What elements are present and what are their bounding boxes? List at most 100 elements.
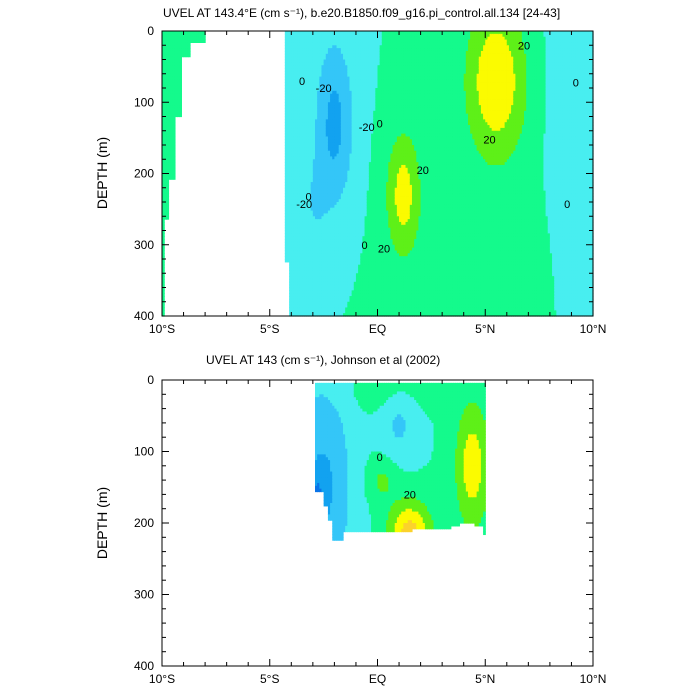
contour-cell: [325, 241, 329, 246]
contour-cell: [198, 39, 202, 43]
contour-cell: [323, 276, 327, 280]
contour-cell: [291, 287, 295, 291]
contour-cell: [360, 187, 364, 192]
contour-cell: [332, 62, 335, 66]
contour-cell: [375, 133, 379, 138]
contour-cell: [379, 90, 383, 95]
contour-cell: [332, 59, 335, 63]
contour-cell: [343, 56, 346, 61]
contour-cell: [327, 119, 331, 123]
contour-cell: [289, 130, 292, 135]
contour-cell: [162, 136, 165, 140]
contour-cell: [306, 88, 310, 92]
contour-cell: [353, 113, 357, 118]
contour-cell: [315, 73, 318, 78]
contour-cell: [297, 187, 301, 192]
contour-cell: [338, 296, 342, 300]
contour-cell: [351, 241, 355, 246]
contour-cell: [360, 310, 364, 314]
contour-cell: [340, 48, 344, 52]
contour-cell: [319, 190, 323, 195]
contour-cell: [177, 48, 180, 52]
contour-cell: [358, 99, 361, 103]
contour-cell: [310, 79, 314, 83]
contour-cell: [345, 93, 348, 98]
contour-cell: [310, 278, 314, 283]
contour-cell: [364, 113, 368, 118]
contour-cell: [286, 93, 290, 98]
contour-cell: [319, 62, 323, 66]
contour-cell: [325, 65, 329, 69]
contour-cell: [302, 73, 305, 78]
contour-cell: [297, 270, 301, 274]
contour-cell: [289, 33, 292, 38]
contour-cell: [293, 93, 297, 98]
contour-cell: [174, 113, 178, 118]
contour-cell: [321, 270, 325, 274]
contour-cell: [358, 145, 361, 149]
contour-cell: [368, 156, 372, 160]
contour-cell: [315, 110, 318, 115]
contour-cell: [319, 193, 323, 197]
contour-cell: [379, 33, 383, 38]
contour-cell: [368, 76, 372, 81]
contour-cell: [317, 50, 320, 55]
contour-cell: [332, 42, 335, 46]
contour-cell: [332, 273, 335, 277]
contour-cell: [364, 70, 368, 75]
contour-cell: [336, 213, 340, 217]
contour-cell: [353, 48, 357, 52]
contour-cell: [293, 207, 297, 212]
contour-cell: [297, 110, 301, 115]
contour-cell: [375, 130, 379, 135]
contour-cell: [286, 202, 290, 206]
contour-cell: [332, 125, 335, 129]
contour-cell: [284, 53, 288, 58]
contour-cell: [338, 182, 342, 186]
contour-cell: [368, 247, 372, 252]
contour-cell: [319, 310, 323, 314]
contour-cell: [323, 150, 327, 155]
contour-cell: [302, 273, 305, 277]
contour-cell: [310, 147, 314, 152]
contour-cell: [297, 162, 301, 166]
contour-cell: [317, 133, 320, 138]
contour-cell: [351, 31, 355, 35]
contour-cell: [332, 241, 335, 246]
contour-cell: [366, 202, 370, 206]
contour-cell: [343, 153, 346, 157]
contour-cell: [340, 150, 344, 155]
contour-cell: [327, 145, 331, 149]
contour-cell: [310, 145, 314, 149]
contour-cell: [293, 110, 297, 115]
contour-cell: [351, 122, 355, 126]
contour-cell: [325, 159, 329, 163]
contour-cell: [179, 99, 182, 103]
contour-cell: [162, 50, 165, 55]
contour-cell: [306, 216, 310, 220]
contour-cell: [162, 301, 165, 306]
contour-cell: [379, 270, 383, 274]
contour-cell: [371, 136, 374, 140]
contour-cell: [373, 170, 376, 175]
contour-cell: [334, 313, 338, 317]
contour-cell: [289, 162, 292, 166]
contour-cell: [334, 301, 338, 306]
contour-cell: [379, 193, 383, 197]
contour-cell: [345, 33, 348, 38]
contour-cell: [340, 293, 344, 297]
contour-cell: [340, 287, 344, 291]
contour-cell: [295, 281, 299, 286]
contour-cell: [332, 182, 335, 186]
contour-cell: [166, 45, 170, 49]
contour-cell: [347, 233, 351, 237]
contour-cell: [347, 256, 351, 260]
contour-cell: [345, 273, 348, 277]
contour-cell: [377, 307, 381, 311]
contour-cell: [284, 247, 288, 252]
contour-cell: [343, 139, 346, 143]
contour-cell: [295, 85, 299, 89]
contour-cell: [330, 33, 333, 38]
contour-cell: [362, 70, 366, 75]
contour-cell: [317, 85, 320, 89]
